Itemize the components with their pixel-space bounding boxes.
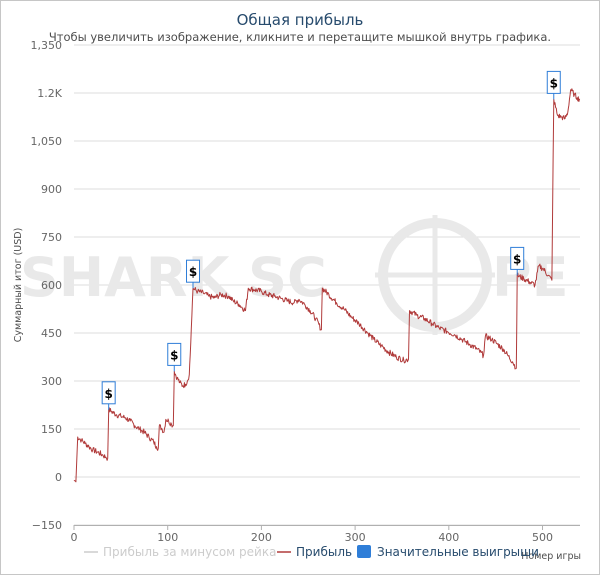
x-tick-label: 500 — [532, 531, 553, 544]
legend-label-profit: Прибыль — [296, 545, 352, 559]
series-lines — [73, 88, 581, 483]
big-win-flag-label: $ — [170, 348, 178, 362]
big-win-flag-label: $ — [550, 76, 558, 90]
y-tick-label: −150 — [32, 519, 62, 532]
legend-item-profit[interactable]: Прибыль — [277, 545, 352, 559]
big-win-flag-box — [510, 246, 525, 270]
legend-symbol-big-wins — [357, 545, 371, 558]
big-win-flag-box — [186, 259, 201, 283]
big-win-flag: $ — [186, 259, 201, 289]
big-win-markers: $ $ $ $ $ — [101, 70, 561, 410]
legend-item-big-wins[interactable]: Значительные выигрыши — [357, 545, 539, 559]
big-win-flag: $ — [510, 246, 525, 276]
x-axis-label: Номер игры — [521, 551, 581, 562]
legend: Прибыль за минусом рейка Прибыль Значите… — [84, 545, 539, 559]
watermark-text: SHARK SC — [20, 246, 327, 309]
big-win-flag-box — [546, 70, 561, 94]
legend-label-big-wins: Значительные выигрыши — [377, 545, 539, 559]
big-win-flag-box — [167, 342, 182, 366]
profit-line — [73, 88, 581, 483]
y-tick-label: 450 — [41, 327, 62, 340]
legend-label-net-profit: Прибыль за минусом рейка — [103, 545, 276, 559]
y-tick-label: 0 — [55, 471, 62, 484]
x-tick-label: 0 — [71, 531, 78, 544]
watermark-text-end: PE — [492, 246, 568, 309]
y-tick-label: 900 — [41, 183, 62, 196]
big-win-flag-box — [101, 381, 116, 405]
big-win-flag-label: $ — [513, 252, 521, 266]
big-win-flag: $ — [101, 381, 116, 410]
y-axis-label: Суммарный итог (USD) — [13, 228, 24, 343]
x-tick-label: 400 — [438, 531, 459, 544]
x-tick-label: 200 — [251, 531, 272, 544]
big-win-flag-label: $ — [104, 387, 112, 401]
y-tick-label: 600 — [41, 279, 62, 292]
legend-item-net-profit[interactable]: Прибыль за минусом рейка — [84, 545, 276, 559]
big-win-flag-label: $ — [189, 265, 197, 279]
axes: −150 0 150 300 450 600 750 900 1,050 1.2K 1,350 0 10… — [31, 39, 580, 544]
y-tick-label: 300 — [41, 375, 62, 388]
y-tick-label: 750 — [41, 231, 62, 244]
y-tick-label: 1,350 — [31, 39, 63, 52]
big-win-flag: $ — [167, 342, 182, 372]
chart-title: Общая прибыль — [237, 11, 364, 29]
big-win-flag: $ — [546, 70, 561, 100]
chart-subtitle: Чтобы увеличить изображение, кликните и … — [49, 30, 551, 44]
y-tick-label: 1.2K — [37, 87, 62, 100]
y-tick-label: 1,050 — [31, 135, 63, 148]
sharkscope-watermark: SHARK SC PE — [20, 215, 568, 335]
y-tick-label: 150 — [41, 423, 62, 436]
x-tick-label: 100 — [157, 531, 178, 544]
x-tick-label: 300 — [345, 531, 366, 544]
